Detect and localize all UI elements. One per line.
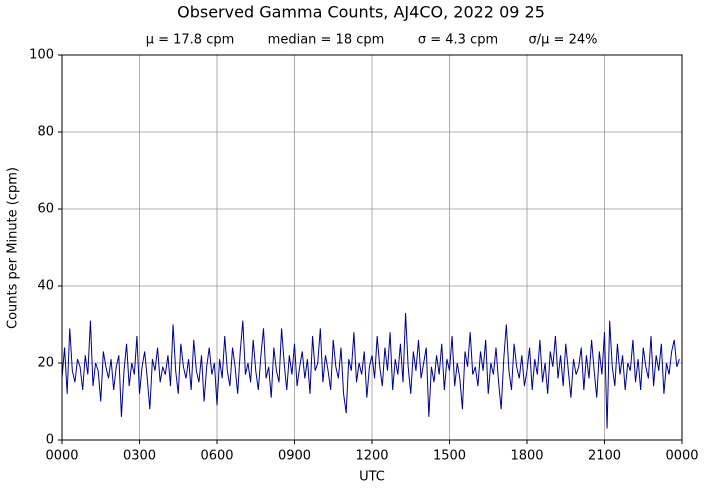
x-tick-label: 1200 xyxy=(355,449,388,464)
y-tick-label: 100 xyxy=(29,48,54,63)
data-line xyxy=(61,312,680,429)
x-tick-label: 1800 xyxy=(510,449,543,464)
x-tick-label: 0600 xyxy=(200,449,233,464)
y-axis-label: Counts per Minute (cpm) xyxy=(6,167,21,329)
y-tick-label: 40 xyxy=(37,279,54,294)
stat: σ/μ = 24% xyxy=(529,33,598,48)
x-tick-label: 0000 xyxy=(665,449,698,464)
stat: median = 18 cpm xyxy=(268,33,385,48)
x-tick-label: 0000 xyxy=(45,449,78,464)
plot-frame xyxy=(61,54,683,441)
stat: σ = 4.3 cpm xyxy=(418,33,498,48)
y-tick-label: 0 xyxy=(46,433,54,448)
stat: μ = 17.8 cpm xyxy=(146,33,235,48)
y-tick-label: 80 xyxy=(37,125,54,140)
x-tick-label: 0300 xyxy=(123,449,156,464)
x-tick-label: 1500 xyxy=(433,449,466,464)
y-tick-label: 60 xyxy=(37,202,54,217)
y-tick-label: 20 xyxy=(37,356,54,371)
x-axis-label: UTC xyxy=(359,470,385,485)
x-tick-label: 0900 xyxy=(278,449,311,464)
x-tick-label: 2100 xyxy=(588,449,621,464)
chart-title: Observed Gamma Counts, AJ4CO, 2022 09 25 xyxy=(177,3,545,22)
